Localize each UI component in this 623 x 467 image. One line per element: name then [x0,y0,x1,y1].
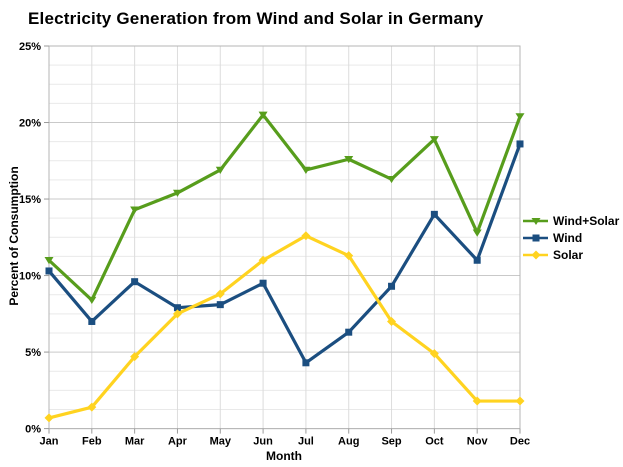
data-point [172,189,182,197]
line-marker-icon [523,218,548,225]
legend-item-wind-solar: Wind+Solar [522,214,619,228]
x-tick-label: Oct [425,436,444,448]
data-point [216,301,224,309]
line-marker-icon [523,234,548,242]
data-point [215,166,225,174]
data-point [387,175,397,184]
line-marker-icon [523,250,548,260]
legend-item-solar: Solar [522,248,619,262]
x-tick-label: Dec [510,436,530,448]
series-wind-solar [44,111,525,305]
data-point [44,413,54,423]
data-point [515,396,525,406]
x-tick-label: Aug [338,436,359,448]
data-point [130,206,140,214]
data-point [87,296,97,305]
y-tick-label: 0% [25,424,41,436]
data-point [44,257,54,265]
series-line [47,234,522,420]
data-point [388,282,396,290]
legend: Wind+Solar Wind Solar [522,214,619,262]
series-line [47,142,522,365]
data-point [172,309,182,319]
x-tick-label: Jan [40,436,59,448]
data-point [259,279,267,287]
data-point [472,229,482,237]
legend-label: Wind [553,231,583,245]
data-point [430,210,438,218]
data-point [516,140,524,148]
data-point [301,166,311,174]
data-point [215,289,225,299]
data-point [387,316,397,326]
data-point [258,255,268,265]
y-tick-label: 10% [19,271,41,283]
legend-item-wind: Wind [522,231,619,245]
y-tick-label: 25% [19,41,41,53]
data-point [173,304,181,312]
x-tick-label: May [210,436,232,448]
x-tick-label: Apr [168,436,188,448]
data-point [472,396,482,406]
data-point [88,317,96,325]
data-point [130,352,140,362]
data-point [301,231,311,241]
data-point [429,136,439,144]
data-point [345,328,353,336]
data-point [45,267,53,275]
series-line [47,113,522,302]
plot-border [48,45,521,430]
data-point [515,113,525,121]
y-tick-label: 20% [19,118,41,130]
series-solar [44,231,525,423]
data-point [344,251,354,261]
data-point [87,402,97,412]
x-tick-label: Feb [82,436,102,448]
x-tick-label: Mar [125,436,145,448]
legend-label: Solar [553,248,584,262]
y-tick-label: 5% [25,347,41,359]
data-point [302,359,310,367]
x-tick-label: Nov [467,436,489,448]
data-point [429,349,439,359]
data-point [258,111,268,119]
x-axis-title: Month [266,449,302,463]
chart-title: Electricity Generation from Wind and Sol… [28,9,484,28]
x-tick-label: Jul [298,436,314,448]
y-tick-label: 15% [19,194,41,206]
x-tick-label: Sep [381,436,401,448]
data-point [473,256,481,264]
x-tick-label: Jun [253,436,273,448]
series-wind [45,140,524,367]
legend-label: Wind+Solar [553,214,620,228]
axis-ticks [44,45,521,434]
data-point [344,156,354,164]
data-point [131,278,139,286]
